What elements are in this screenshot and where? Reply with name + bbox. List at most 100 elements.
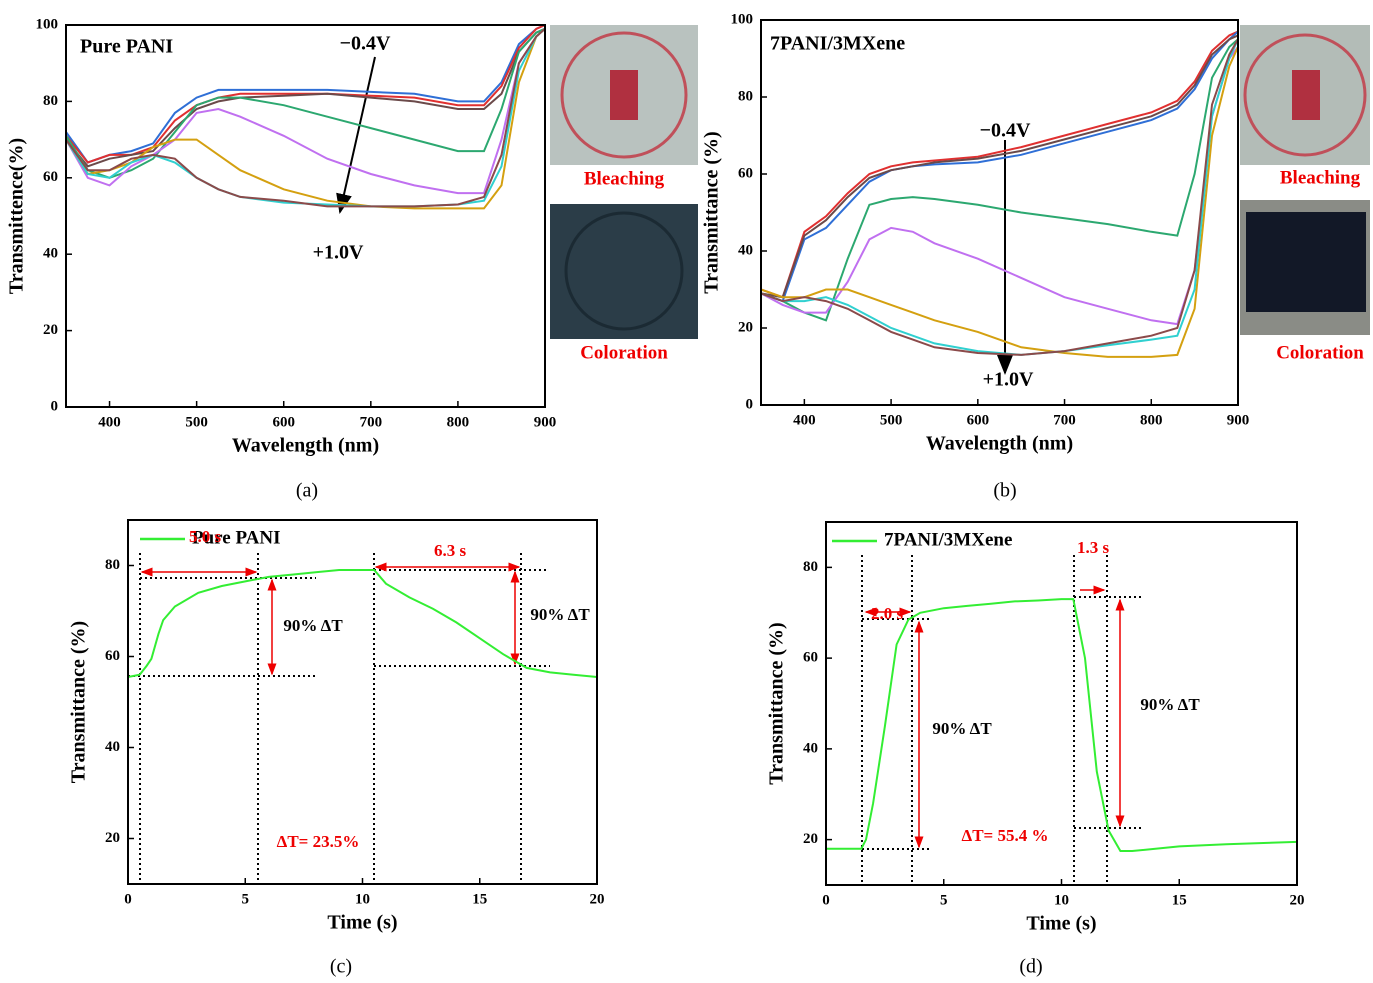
panel-label: (d) xyxy=(1019,956,1042,978)
y-tick-label: 100 xyxy=(36,16,59,32)
series-line xyxy=(65,27,546,168)
annotation: 90% ΔT xyxy=(1140,695,1200,714)
y-tick-label: 0 xyxy=(746,396,754,412)
annotation: ΔT= 55.4 % xyxy=(962,826,1049,845)
x-tick-label: 20 xyxy=(1290,892,1305,908)
x-tick-label: 800 xyxy=(1140,412,1163,428)
x-tick-label: 900 xyxy=(534,414,557,430)
photo-emblem xyxy=(560,31,688,159)
y-axis-label: Transmittance (%) xyxy=(766,622,788,784)
y-tick-label: 40 xyxy=(43,246,58,262)
annotation: 2.0 s xyxy=(871,604,904,623)
y-tick-label: 60 xyxy=(43,169,58,185)
annotation: 6.3 s xyxy=(434,541,467,560)
photo-label: Bleaching xyxy=(584,168,665,189)
annotation: Pure PANI xyxy=(80,36,173,58)
annotation: −0.4V xyxy=(340,33,391,55)
x-axis-label: Time (s) xyxy=(327,912,397,934)
x-tick-label: 10 xyxy=(1054,892,1069,908)
photos xyxy=(550,25,1370,339)
x-tick-label: 400 xyxy=(793,412,816,428)
series-line xyxy=(760,34,1239,299)
x-tick-label: 10 xyxy=(355,891,370,907)
annotation: 90% ΔT xyxy=(932,719,992,738)
plot-frame xyxy=(760,19,1239,406)
annotation: 90% ΔT xyxy=(283,616,343,635)
y-axis-label: Transmittance (%) xyxy=(701,131,723,293)
y-tick-label: 40 xyxy=(105,739,120,755)
x-tick-label: 500 xyxy=(880,412,903,428)
photo-emblem xyxy=(610,70,638,120)
y-tick-label: 20 xyxy=(803,831,818,847)
y-axis-label: Transmittence(%) xyxy=(6,138,28,294)
x-tick-label: 600 xyxy=(967,412,990,428)
photo-emblem xyxy=(1292,70,1320,120)
photo-film xyxy=(1246,212,1366,312)
x-axis-label: Wavelength (nm) xyxy=(926,433,1073,455)
photo-label: Coloration xyxy=(1276,342,1364,363)
annotation: 5.0 s xyxy=(189,527,222,546)
x-tick-label: 800 xyxy=(447,414,470,430)
x-tick-label: 5 xyxy=(242,891,250,907)
series-line xyxy=(65,28,546,208)
legend-label: 7PANI/3MXene xyxy=(884,529,1012,550)
annotation: 90% ΔT xyxy=(530,605,590,624)
y-axis-label: Transmittance (%) xyxy=(68,621,90,783)
annotation: 7PANI/3MXene xyxy=(770,33,905,55)
red-arrows xyxy=(140,562,1125,849)
x-tick-label: 500 xyxy=(185,414,208,430)
x-tick-label: 15 xyxy=(472,891,487,907)
annotation: 1.3 s xyxy=(1077,538,1110,557)
plot-frame xyxy=(127,519,598,885)
series-line xyxy=(760,46,1239,358)
y-tick-label: 0 xyxy=(51,398,59,414)
y-tick-label: 40 xyxy=(803,740,818,756)
series-line xyxy=(127,569,598,678)
annotation: +1.0V xyxy=(313,242,364,264)
x-tick-label: 600 xyxy=(272,414,295,430)
y-tick-label: 100 xyxy=(731,11,754,27)
photo-label: Coloration xyxy=(580,342,668,363)
x-tick-label: 5 xyxy=(940,892,948,908)
y-tick-label: 60 xyxy=(738,165,753,181)
x-tick-label: 400 xyxy=(98,414,121,430)
series-line xyxy=(65,28,546,195)
plot-frame xyxy=(65,24,546,408)
panel-label: (b) xyxy=(993,480,1016,502)
series-line xyxy=(760,46,1239,326)
series-line xyxy=(760,38,1239,356)
y-tick-label: 60 xyxy=(803,650,818,666)
y-tick-label: 20 xyxy=(43,322,58,338)
photo-emblem xyxy=(564,211,684,331)
y-tick-label: 80 xyxy=(803,559,818,575)
plot-frame xyxy=(825,521,1298,886)
x-tick-label: 700 xyxy=(1053,412,1076,428)
arrow xyxy=(336,56,376,214)
photo-emblem xyxy=(1243,33,1367,157)
legend-label: Pure PANI xyxy=(192,527,280,548)
annotation: +1.0V xyxy=(983,369,1034,391)
panel-label: (c) xyxy=(330,956,352,978)
series-line xyxy=(760,38,1239,356)
annotation: ΔT= 23.5% xyxy=(277,832,360,851)
y-tick-label: 80 xyxy=(738,88,753,104)
y-tick-label: 60 xyxy=(105,648,120,664)
x-axis-label: Wavelength (nm) xyxy=(232,435,379,457)
y-tick-label: 80 xyxy=(43,93,58,109)
y-tick-label: 20 xyxy=(105,830,120,846)
y-tick-label: 40 xyxy=(738,242,753,258)
x-tick-label: 0 xyxy=(124,891,132,907)
series-line xyxy=(65,27,546,179)
x-tick-label: 900 xyxy=(1227,412,1250,428)
annotation: −0.4V xyxy=(980,120,1031,142)
panel-label: (a) xyxy=(296,480,318,502)
guides xyxy=(128,56,1143,885)
series-line xyxy=(65,28,546,208)
x-axis-label: Time (s) xyxy=(1026,913,1096,935)
series-line xyxy=(826,598,1298,852)
photo-label: Bleaching xyxy=(1280,167,1361,188)
x-tick-label: 20 xyxy=(590,891,605,907)
x-tick-label: 700 xyxy=(360,414,383,430)
series-line xyxy=(65,24,546,164)
